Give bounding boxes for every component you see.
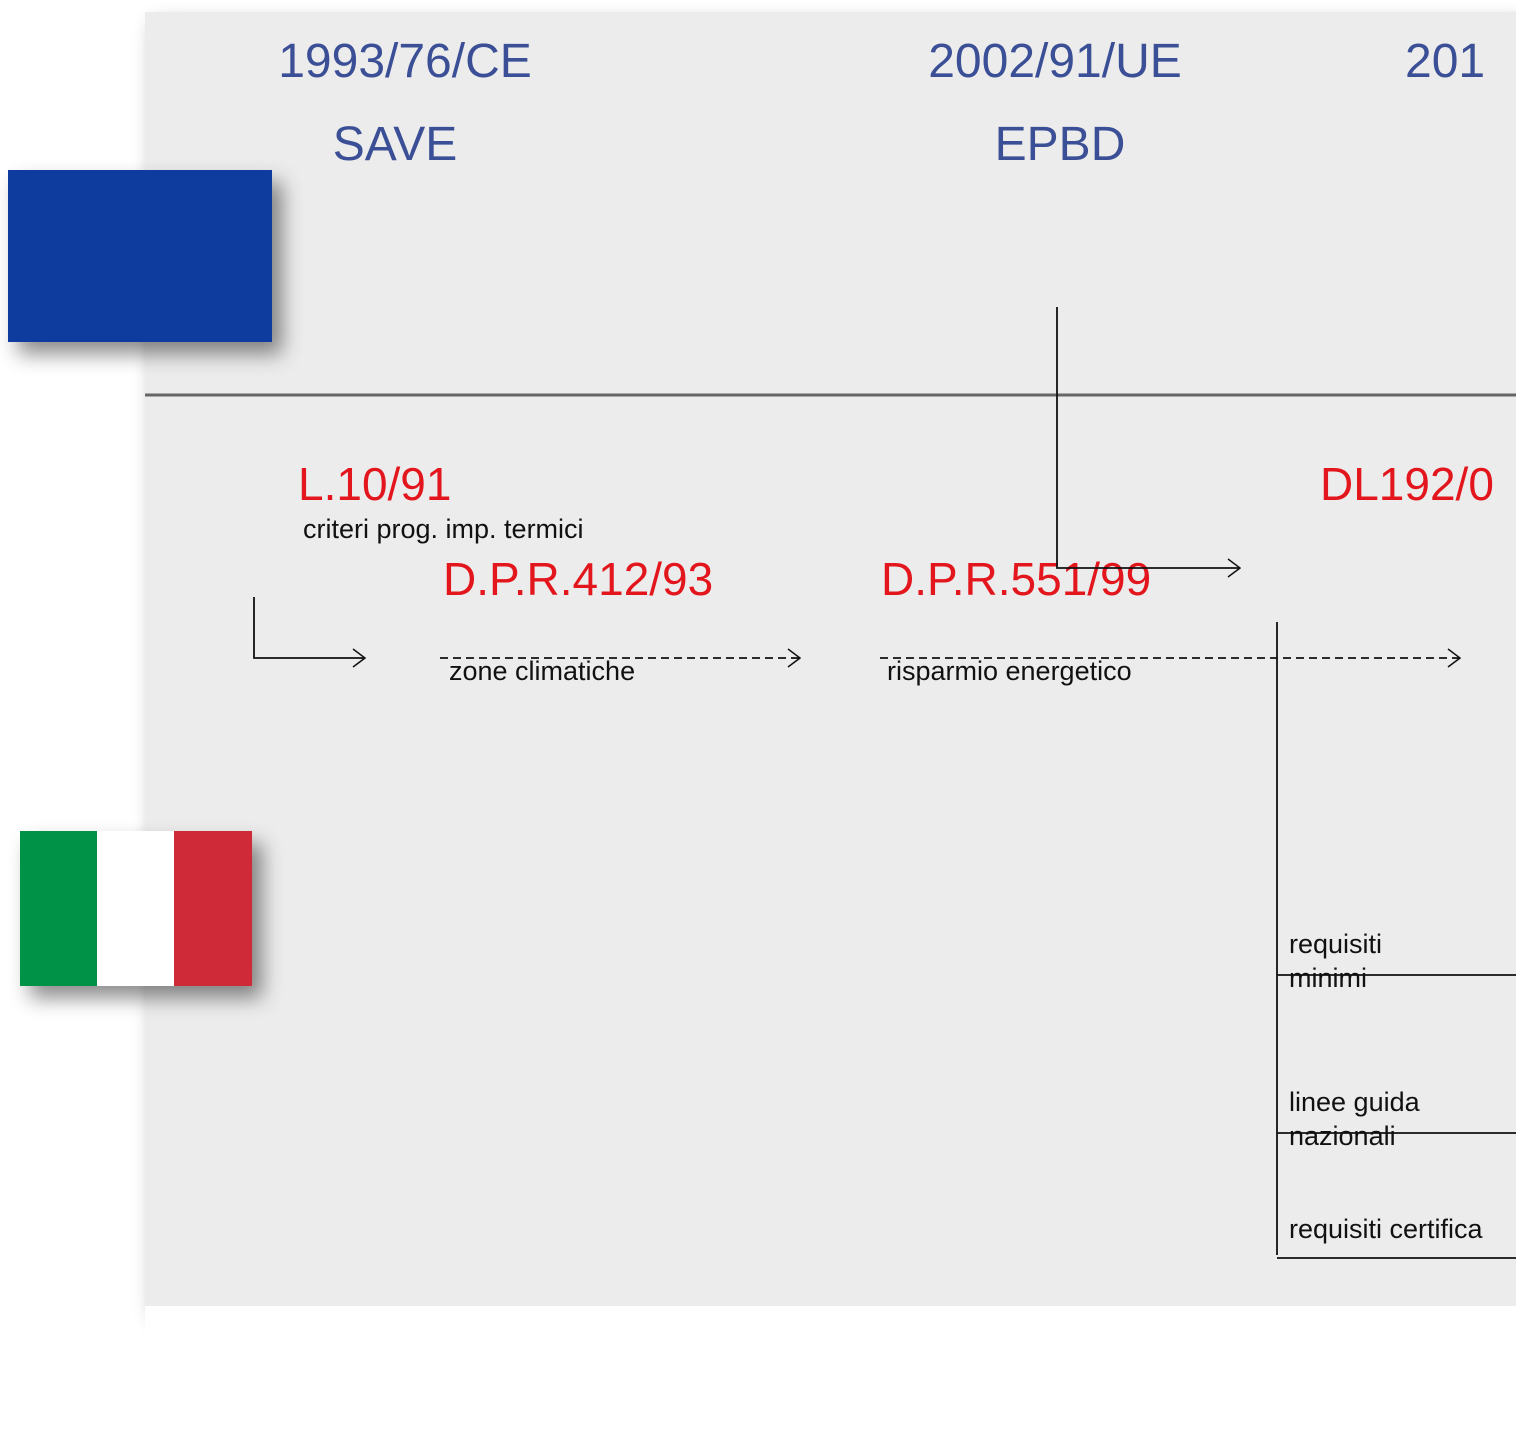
it-code: L.10/91	[298, 458, 451, 510]
it-desc: risparmio energetico	[887, 656, 1132, 686]
eu-code: 201	[1405, 35, 1485, 88]
req-text: linee guida nazionali	[1289, 1087, 1421, 1151]
req-text: requisiti minimi	[1289, 929, 1382, 993]
eu-code: 1993/76/CE	[278, 35, 532, 88]
req: requisiti	[1289, 929, 1382, 959]
eu-name: EPBD	[995, 118, 1126, 171]
req: requisiti certifica	[1289, 1214, 1484, 1244]
year-band	[145, 1306, 1516, 1434]
eu-name: SAVE	[333, 118, 458, 171]
it-code: DL192/0	[1320, 458, 1494, 510]
req-line: nazionali	[1289, 1121, 1396, 1151]
it-code: D.P.R.551/99	[881, 553, 1151, 605]
it-code: D.P.R.412/93	[443, 553, 713, 605]
eu-code: 2002/91/UE	[928, 35, 1182, 88]
panel	[145, 12, 1516, 1306]
req-line: minimi	[1289, 963, 1367, 993]
it-desc: zone climatiche	[449, 656, 635, 686]
it-desc: criteri prog. imp. termici	[303, 514, 584, 544]
eu-flag	[8, 170, 272, 342]
connectors	[253, 307, 1516, 1259]
req: linee guida	[1289, 1087, 1421, 1117]
it-flag	[20, 831, 252, 986]
